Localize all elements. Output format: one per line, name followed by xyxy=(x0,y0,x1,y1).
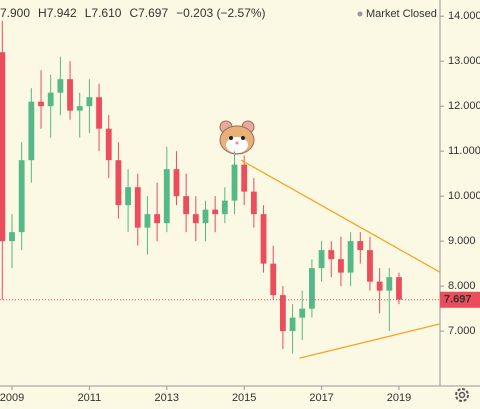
last-price-label: 7.697 xyxy=(444,294,472,306)
candle-body xyxy=(357,241,364,251)
candle-body xyxy=(173,169,180,197)
candle-body xyxy=(270,263,277,296)
candle-body xyxy=(367,250,373,282)
candle-body xyxy=(28,101,35,161)
candle-body xyxy=(328,250,335,260)
candle-body xyxy=(76,106,83,111)
x-tick-label: 2009 xyxy=(0,392,24,404)
header-value: L7.610 xyxy=(85,6,122,20)
candle-body xyxy=(231,164,238,201)
candle-body xyxy=(9,232,15,242)
candle-body xyxy=(96,97,102,129)
candle-body xyxy=(115,160,122,206)
header-value: −0.203 (−2.57%) xyxy=(176,6,265,20)
candle-body xyxy=(386,277,393,291)
candle-body xyxy=(47,92,54,107)
candle-body xyxy=(338,259,344,273)
candle-body xyxy=(144,214,151,228)
candle-body xyxy=(299,308,306,318)
candle-body xyxy=(105,128,112,161)
candle-body xyxy=(38,101,44,107)
ohlc-header: 7.900 H7.942 L7.610 C7.697 −0.203 (−2.57%) xyxy=(0,6,266,20)
candle-body xyxy=(279,295,286,332)
candle-body xyxy=(396,277,402,300)
candle-body xyxy=(163,169,170,224)
x-tick-label: 2011 xyxy=(78,392,102,404)
candle-body xyxy=(376,281,383,291)
hamster-icon xyxy=(219,120,255,155)
candle-body xyxy=(202,209,209,224)
candle-body xyxy=(86,97,93,107)
y-tick-label: 8.000 xyxy=(448,280,476,292)
candle-body xyxy=(134,187,141,228)
candle-body xyxy=(221,200,228,215)
candle-body xyxy=(260,214,267,264)
x-tick-label: 2015 xyxy=(232,392,256,404)
x-tick-label: 2017 xyxy=(309,392,333,404)
candle-body xyxy=(318,250,325,269)
trendline xyxy=(299,323,441,359)
trendline xyxy=(240,159,441,273)
candle-body xyxy=(347,241,354,273)
candle-body xyxy=(241,164,248,192)
y-tick-label: 14.000 xyxy=(448,10,480,22)
settings-icon[interactable] xyxy=(455,388,469,402)
candle-body xyxy=(250,191,257,215)
x-tick-label: 2019 xyxy=(387,392,411,404)
candle-body xyxy=(57,79,64,93)
candle-body xyxy=(309,268,315,309)
y-tick-label: 10.000 xyxy=(448,190,480,202)
last-price-box xyxy=(440,291,480,308)
header-value: 7.900 xyxy=(0,6,30,20)
y-tick-label: 12.000 xyxy=(448,100,480,112)
candle-body xyxy=(0,52,6,242)
header-value: C7.697 xyxy=(129,6,168,20)
candle-body xyxy=(67,79,73,111)
y-tick-label: 13.000 xyxy=(448,55,480,67)
x-tick-label: 2013 xyxy=(155,392,179,404)
candle-body xyxy=(125,187,131,206)
candle-body xyxy=(192,214,199,224)
candle-body xyxy=(18,160,25,233)
candle-body xyxy=(183,196,190,215)
candle-body xyxy=(154,214,161,224)
status-dot xyxy=(357,11,363,17)
y-tick-label: 11.000 xyxy=(448,145,480,157)
market-status: Market Closed xyxy=(366,8,437,20)
candle-body xyxy=(289,317,296,332)
y-tick-label: 9.000 xyxy=(448,235,476,247)
y-tick-label: 7.000 xyxy=(448,325,476,337)
candle-body xyxy=(212,209,219,215)
header-value: H7.942 xyxy=(38,6,77,20)
